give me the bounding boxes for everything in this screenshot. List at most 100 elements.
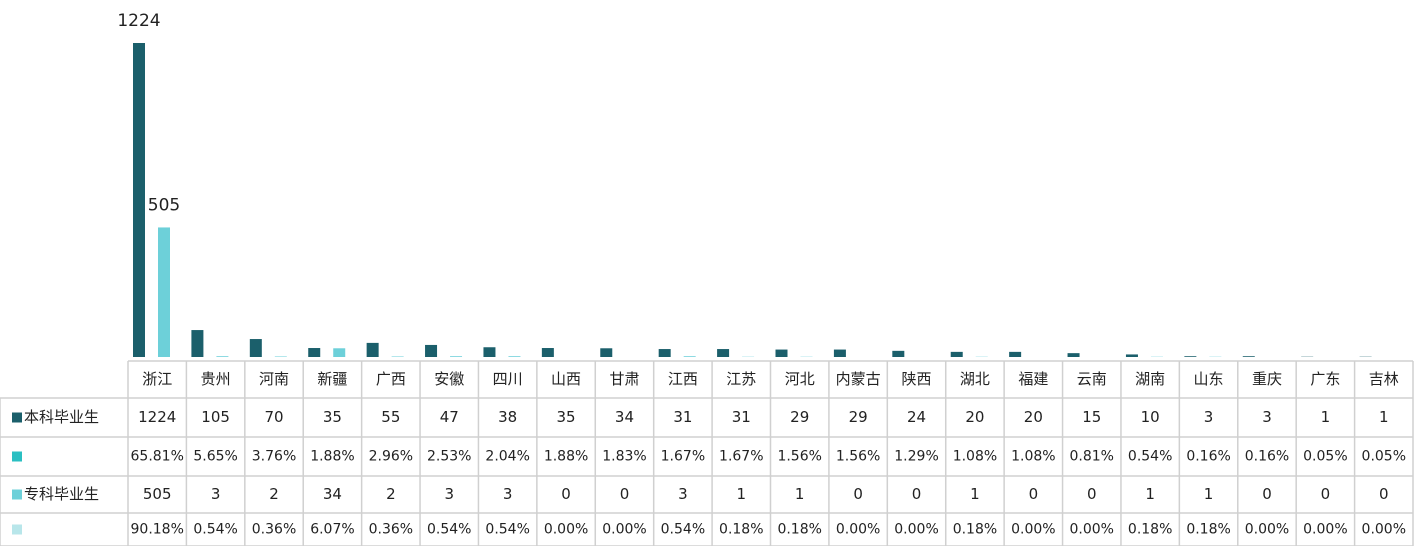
table-value: 0.16% — [1245, 449, 1289, 465]
bar — [249, 339, 262, 357]
table-value: 0.18% — [1186, 522, 1230, 538]
table-value: 0.00% — [836, 522, 880, 538]
table-value: 0.18% — [953, 522, 997, 538]
table-value: 1.88% — [544, 449, 588, 465]
table-value: 0.00% — [602, 522, 646, 538]
table-value: 3 — [1262, 408, 1272, 426]
table-value: 1.67% — [719, 449, 763, 465]
legend-label: 专科毕业生 — [24, 485, 99, 503]
table-value: 1 — [970, 485, 980, 503]
table-value: 0.00% — [1245, 522, 1289, 538]
table-value: 0.05% — [1303, 449, 1347, 465]
table-value: 0 — [1262, 485, 1272, 503]
table-value: 38 — [498, 408, 517, 426]
bar — [683, 356, 696, 357]
category-label: 湖南 — [1135, 370, 1165, 388]
bar — [1125, 354, 1138, 357]
bar — [658, 349, 671, 357]
table-value: 0.18% — [777, 522, 821, 538]
bar — [191, 330, 204, 357]
bar — [391, 356, 404, 357]
category-label: 甘肃 — [609, 370, 639, 388]
category-label: 四川 — [493, 370, 523, 388]
table-value: 31 — [673, 408, 692, 426]
table-value: 0.18% — [719, 522, 763, 538]
category-label: 陕西 — [902, 370, 932, 388]
table-value: 0.00% — [1303, 522, 1347, 538]
table-value: 2 — [386, 485, 396, 503]
table-value: 0.54% — [485, 522, 529, 538]
table-value: 15 — [1082, 408, 1101, 426]
table-value: 505 — [143, 485, 172, 503]
category-label: 重庆 — [1252, 370, 1282, 388]
table-value: 3 — [444, 485, 454, 503]
table-value: 24 — [907, 408, 926, 426]
table-value: 1 — [1321, 408, 1331, 426]
category-label: 江西 — [668, 370, 698, 388]
table-value: 65.81% — [131, 449, 184, 465]
bar — [450, 356, 463, 357]
category-label: 云南 — [1077, 370, 1107, 388]
table-value: 29 — [849, 408, 868, 426]
bar — [892, 350, 905, 357]
table-value: 1.29% — [894, 449, 938, 465]
category-label: 新疆 — [317, 370, 347, 388]
bar — [158, 227, 170, 357]
table-value: 0.00% — [1011, 522, 1055, 538]
table-value: 3 — [503, 485, 513, 503]
bar — [274, 356, 287, 357]
table-value: 105 — [201, 408, 230, 426]
table-value: 0.36% — [252, 522, 296, 538]
category-label: 广东 — [1310, 370, 1340, 388]
bar — [425, 344, 438, 357]
bar — [775, 349, 788, 357]
table-value: 0 — [561, 485, 571, 503]
table-value: 0 — [853, 485, 863, 503]
data-label: 505 — [148, 195, 180, 215]
table-value: 1 — [737, 485, 747, 503]
table-value: 0.36% — [369, 522, 413, 538]
table-value: 35 — [557, 408, 576, 426]
table-value: 34 — [323, 485, 342, 503]
table-value: 90.18% — [131, 522, 184, 538]
table-value: 0.00% — [1362, 522, 1406, 538]
bar — [216, 356, 229, 357]
table-value: 0.05% — [1362, 449, 1406, 465]
table-value: 0.54% — [661, 522, 705, 538]
legend-key — [12, 489, 22, 500]
bar — [483, 347, 496, 357]
bar — [600, 348, 613, 357]
table-value: 5.65% — [193, 449, 237, 465]
table-value: 0 — [1087, 485, 1097, 503]
legend-key — [12, 524, 22, 535]
table-value: 1 — [795, 485, 805, 503]
bar — [1242, 356, 1255, 357]
table-value: 70 — [264, 408, 283, 426]
table-value: 3 — [678, 485, 688, 503]
category-label: 福建 — [1018, 370, 1048, 388]
table-value: 29 — [790, 408, 809, 426]
table-value: 20 — [1024, 408, 1043, 426]
data-label: 1224 — [117, 11, 160, 31]
legend-key — [12, 451, 22, 462]
table-value: 1.08% — [1011, 449, 1055, 465]
table-value: 20 — [965, 408, 984, 426]
table-value: 3.76% — [252, 449, 296, 465]
category-label: 贵州 — [201, 370, 231, 388]
bar — [308, 348, 321, 357]
table-value: 3 — [211, 485, 221, 503]
category-label: 河南 — [259, 370, 289, 388]
category-label: 浙江 — [142, 370, 172, 388]
table-value: 0.54% — [1128, 449, 1172, 465]
table-value: 1 — [1379, 408, 1389, 426]
bar — [133, 43, 145, 357]
category-label: 广西 — [376, 370, 406, 388]
table-value: 0.54% — [427, 522, 471, 538]
table-value: 35 — [323, 408, 342, 426]
category-label: 内蒙古 — [836, 370, 881, 388]
table-value: 55 — [381, 408, 400, 426]
table-value: 0.00% — [894, 522, 938, 538]
table-value: 2.96% — [369, 449, 413, 465]
table-value: 0.16% — [1186, 449, 1230, 465]
bar — [541, 348, 554, 357]
